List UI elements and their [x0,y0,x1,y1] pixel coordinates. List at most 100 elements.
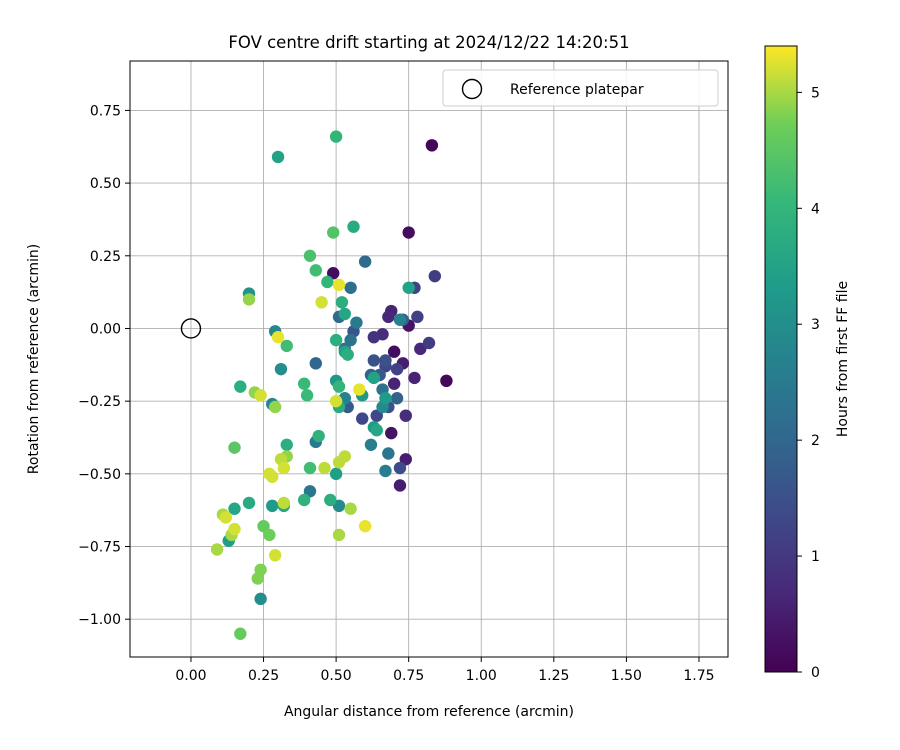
data-point [321,275,334,289]
y-axis-ticks: 0.75 0.50 0.25 0.00 −0.25 −0.50 −0.75 −1.00 [78,103,130,628]
data-point [390,392,404,405]
data-point [370,424,383,437]
x-tick-label: 1.25 [538,668,569,684]
y-tick-label: 0.25 [90,249,121,265]
data-point [309,264,322,277]
x-tick-label: 1.50 [611,668,642,684]
data-point [329,394,343,408]
data-point [367,354,381,367]
data-point [318,461,331,475]
data-point [277,496,291,510]
data-point [257,519,270,533]
data-point [327,267,340,280]
data-point [358,519,372,533]
data-point [379,354,392,367]
data-point [408,371,421,385]
data-point [228,441,241,454]
data-point [297,493,311,507]
data-point [347,220,360,233]
colorbar-gradient [764,45,798,673]
y-tick-label: 0.00 [90,321,121,337]
data-point [382,447,395,460]
data-point [332,499,346,513]
data-point [315,296,328,309]
data-point [329,333,343,347]
data-point [329,467,343,481]
data-point [234,627,247,640]
data-point [367,371,381,385]
data-point [254,592,267,606]
data-point [210,543,224,556]
legend-label: Reference platepar [510,82,644,98]
chart-title: FOV centre drift starting at 2024/12/22 … [228,33,629,52]
data-point [277,461,291,475]
data-point [364,438,378,451]
data-point [402,226,415,239]
colorbar-ticks: 0 1 2 3 4 5 [797,85,820,681]
data-point [271,330,285,344]
data-point [350,316,363,329]
x-tick-label: 0.00 [175,668,206,684]
data-point [341,348,354,361]
data-point [414,342,427,356]
colorbar-tick-label: 0 [811,665,820,681]
data-point [393,461,407,475]
data-point [370,409,383,422]
data-point [399,453,412,466]
y-axis-label: Rotation from reference (arcmin) [26,244,42,474]
data-point [344,281,357,294]
data-point [327,226,340,239]
data-point [271,150,285,164]
colorbar-tick-label: 4 [811,201,820,217]
data-point [242,496,256,510]
y-tick-label: −1.00 [78,612,121,628]
data-point [393,313,407,326]
y-tick-label: 0.75 [90,103,121,119]
data-point [332,278,346,292]
legend-marker-icon [461,78,483,100]
grid-lines [130,61,728,657]
data-point [332,380,346,393]
data-point [379,464,392,478]
data-point [428,269,442,283]
x-axis-label: Angular distance from reference (arcmin) [284,704,574,720]
colorbar: 0 1 2 3 4 5 Hours from first FF file [764,45,851,681]
data-point [356,412,369,425]
colorbar-tick-label: 1 [811,549,820,565]
data-point [344,333,357,347]
data-point [382,310,395,324]
data-point [393,479,407,492]
data-point [425,139,439,152]
x-tick-label: 0.50 [321,668,352,684]
data-point [387,345,401,358]
colorbar-label: Hours from first FF file [835,281,851,437]
data-point [411,310,424,324]
data-point [280,339,293,353]
y-tick-label: −0.75 [78,540,121,556]
data-point [344,502,357,515]
colorbar-tick-label: 5 [811,85,820,101]
data-point [242,293,256,306]
data-point [266,499,279,513]
data-point [312,429,325,443]
x-tick-label: 0.75 [393,668,424,684]
data-point [268,549,282,562]
data-point [358,255,372,268]
colorbar-tick-label: 2 [811,433,820,449]
data-point [228,502,241,515]
y-tick-label: −0.25 [78,394,121,410]
data-point [379,392,392,405]
data-point [332,528,346,542]
data-point [399,409,412,422]
data-point [228,522,241,536]
y-tick-label: 0.50 [90,176,121,192]
x-tick-label: 1.75 [683,668,714,684]
data-point [303,461,317,475]
data-point [353,383,366,396]
data-point [324,493,337,507]
plot-frame [129,60,729,658]
data-point [263,528,276,542]
legend-box [442,69,719,107]
data-point [387,377,401,390]
